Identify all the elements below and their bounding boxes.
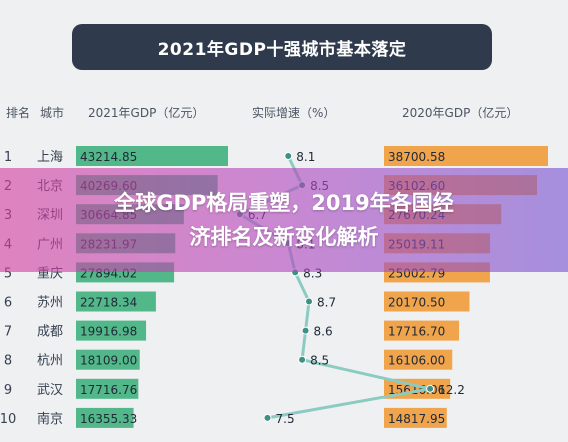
growth-value-label: 12.2 xyxy=(438,383,465,397)
rank-label: 7 xyxy=(4,325,12,340)
city-label: 上海 xyxy=(37,150,63,165)
gdp2021-bar xyxy=(76,320,147,341)
rank-label: 6 xyxy=(4,296,12,311)
gdp2020-value-label: 16106.00 xyxy=(388,354,445,368)
gdp2020-bar xyxy=(384,349,453,370)
rank-label: 8 xyxy=(4,354,12,369)
gdp2021-value-label: 19916.98 xyxy=(80,325,137,339)
city-label: 武汉 xyxy=(37,383,63,398)
gdp2020-value-label: 17716.70 xyxy=(388,325,445,339)
gdp2021-column-header: 2021年GDP（亿元） xyxy=(88,106,205,120)
headline-line-1: 全球GDP格局重塑，2019年各国经 xyxy=(114,191,454,215)
gdp2021-value-label: 18109.00 xyxy=(80,354,137,368)
headline-line-2: 济排名及新变化解析 xyxy=(189,225,379,249)
city-label: 成都 xyxy=(37,325,63,340)
headline-text: 全球GDP格局重塑，2019年各国经 济排名及新变化解析 xyxy=(0,186,568,254)
growth-point xyxy=(426,384,435,393)
growth-value-label: 8.1 xyxy=(296,150,315,164)
growth-value-label: 8.7 xyxy=(317,296,336,310)
growth-point xyxy=(298,355,307,364)
rank-label: 5 xyxy=(4,266,12,281)
gdp2021-bar xyxy=(76,407,134,428)
growth-point xyxy=(305,297,314,306)
growth-value-label: 7.5 xyxy=(276,412,295,426)
growth-point xyxy=(301,326,310,335)
gdp2020-value-label: 14817.95 xyxy=(388,412,445,426)
growth-value-label: 8.5 xyxy=(310,354,329,368)
gdp2020-bar xyxy=(384,407,447,428)
city-column-header: 城市 xyxy=(40,106,65,120)
gdp2020-value-label: 38700.58 xyxy=(388,150,445,164)
growth-point xyxy=(284,152,293,160)
gdp2021-value-label: 43214.85 xyxy=(80,150,137,164)
growth-column-header: 实际增速（%） xyxy=(252,106,336,120)
gdp2021-value-label: 17716.76 xyxy=(80,383,137,397)
gdp2020-bar xyxy=(384,146,548,166)
gdp2021-bar xyxy=(76,291,156,312)
gdp2021-value-label: 16355.33 xyxy=(80,412,137,426)
rank-label: 1 xyxy=(4,150,12,165)
gdp2020-bar xyxy=(384,291,470,312)
growth-point xyxy=(263,413,272,422)
growth-value-label: 8.6 xyxy=(314,325,333,339)
gdp2021-bar xyxy=(76,378,139,399)
rank-label: 10 xyxy=(0,412,16,427)
gdp2021-value-label: 22718.34 xyxy=(80,296,137,310)
rank-label: 9 xyxy=(4,383,12,398)
gdp2020-bar xyxy=(384,320,460,341)
chart-title: 2021年GDP十强城市基本落定 xyxy=(72,24,492,70)
gdp2021-bar xyxy=(76,146,228,166)
city-label: 苏州 xyxy=(37,295,63,311)
headline-banner xyxy=(0,168,568,272)
city-label: 南京 xyxy=(37,411,63,427)
city-label: 杭州 xyxy=(37,354,63,369)
gdp2020-column-header: 2020年GDP（亿元） xyxy=(402,106,519,120)
gdp2021-bar xyxy=(76,349,140,370)
rank-column-header: 排名 xyxy=(6,106,31,120)
gdp2020-value-label: 20170.50 xyxy=(388,296,445,310)
